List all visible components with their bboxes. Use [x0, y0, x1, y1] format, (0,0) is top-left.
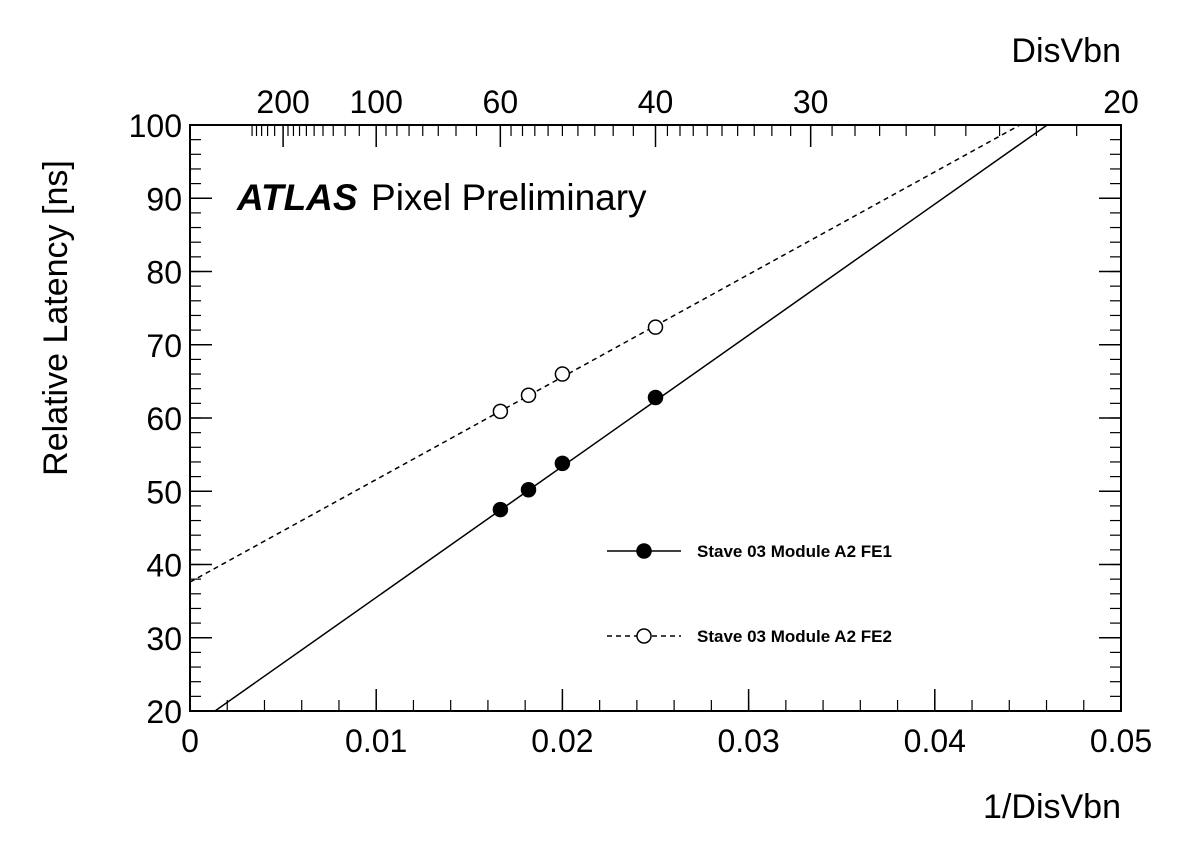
x-tick-label: 0.03 [717, 723, 779, 759]
fe1-data-point [647, 389, 664, 406]
y-tick-label: 30 [146, 621, 182, 657]
y-tick-label: 70 [146, 328, 182, 364]
y-tick-label: 60 [146, 401, 182, 437]
y-tick-label: 80 [146, 255, 182, 291]
top-tick-label: 60 [483, 84, 519, 120]
fe1-data-point [554, 455, 571, 472]
top-tick-label: 20 [1103, 84, 1139, 120]
x-tick-label: 0.02 [531, 723, 593, 759]
legend-label-fe1: Stave 03 Module A2 FE1 [697, 542, 892, 561]
fe1-data-point [520, 482, 537, 498]
top-tick-label: 200 [256, 84, 309, 120]
plot-frame [189, 124, 1122, 712]
data-points [492, 319, 664, 518]
y-tick-label: 90 [146, 181, 182, 217]
fe1-data-point [492, 501, 509, 518]
fe2-data-point [520, 387, 537, 404]
fe2-data-point [492, 403, 509, 420]
x-axis-title: 1/DisVbn [983, 788, 1121, 826]
fe2-data-point [647, 319, 664, 335]
y-tick-label: 50 [146, 474, 182, 510]
fit-line-1 [214, 124, 1048, 712]
fit-lines [189, 124, 1048, 712]
tick-labels: 0 0.01 0.02 0.03 0.04 0.05 20 30 40 50 60 70 80 90 100… [129, 84, 1153, 759]
x-tick-label: 0.04 [904, 723, 966, 759]
y-tick-label: 100 [129, 108, 182, 144]
y-tick-label: 20 [146, 694, 182, 730]
fe2-data-point [554, 366, 571, 382]
experiment-annotation: ATLAS Pixel Preliminary [236, 177, 647, 218]
y-axis-title: Relative Latency [ns] [37, 160, 75, 476]
y-tick-label: 40 [146, 548, 182, 584]
fit-line-2 [189, 124, 1021, 583]
legend-label-fe2: Stave 03 Module A2 FE2 [697, 627, 892, 646]
legend-marker-fe1 [636, 543, 652, 559]
atlas-label: ATLAS [236, 177, 358, 218]
x-tick-label: 0.05 [1090, 723, 1152, 759]
pixel-preliminary-label: Pixel Preliminary [371, 177, 647, 218]
legend-marker-fe2 [636, 628, 652, 644]
axis-ticks [189, 124, 1122, 712]
top-axis-title: DisVbn [1011, 32, 1121, 70]
x-tick-label: 0 [181, 723, 199, 759]
legend: Stave 03 Module A2 FE1 Stave 03 Module A… [607, 542, 892, 646]
top-tick-label: 40 [638, 84, 674, 120]
x-tick-label: 0.01 [345, 723, 407, 759]
top-tick-label: 30 [793, 84, 829, 120]
top-tick-label: 100 [350, 84, 403, 120]
